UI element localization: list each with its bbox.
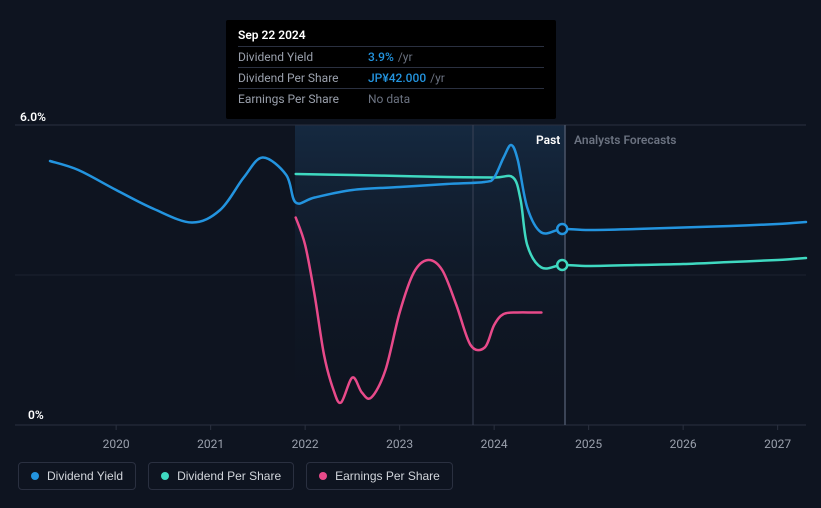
tooltip-row-unit: /yr — [430, 71, 445, 85]
x-tick-label: 2024 — [481, 437, 508, 451]
x-tick-label: 2021 — [197, 437, 224, 451]
tooltip-row: Dividend Per Share JP¥42.000 /yr — [238, 67, 544, 88]
x-tick-label: 2020 — [103, 437, 130, 451]
x-tick-label: 2023 — [386, 437, 413, 451]
x-tick-label: 2027 — [764, 437, 791, 451]
legend-item-dividend-yield[interactable]: Dividend Yield — [18, 462, 136, 490]
y-axis-bottom-label: 0% — [28, 408, 44, 422]
chart-tooltip: Sep 22 2024 Dividend Yield 3.9% /yr Divi… — [226, 20, 556, 119]
tooltip-row-unit: /yr — [398, 50, 413, 64]
tooltip-row-label: Dividend Per Share — [238, 71, 368, 85]
x-tick-label: 2022 — [292, 437, 319, 451]
tooltip-date: Sep 22 2024 — [238, 28, 544, 42]
legend-item-dividend-per-share[interactable]: Dividend Per Share — [148, 462, 294, 490]
tooltip-row-nodata: No data — [368, 92, 410, 106]
x-tick-label: 2026 — [670, 437, 697, 451]
legend-label: Dividend Per Share — [177, 469, 281, 483]
tooltip-row-label: Earnings Per Share — [238, 92, 368, 106]
tooltip-row: Earnings Per Share No data — [238, 88, 544, 109]
legend-dot-icon — [319, 472, 327, 480]
legend-dot-icon — [161, 472, 169, 480]
forecast-label: Analysts Forecasts — [574, 133, 676, 147]
tooltip-row-value: 3.9% — [368, 50, 394, 64]
legend: Dividend Yield Dividend Per Share Earnin… — [18, 462, 453, 490]
legend-item-earnings-per-share[interactable]: Earnings Per Share — [306, 462, 453, 490]
past-label: Past — [536, 133, 560, 147]
legend-label: Dividend Yield — [47, 469, 123, 483]
tooltip-row-value: JP¥42.000 — [368, 71, 426, 85]
x-tick-label: 2025 — [575, 437, 602, 451]
y-axis-top-label: 6.0% — [20, 110, 46, 124]
tooltip-row-label: Dividend Yield — [238, 50, 368, 64]
chart-container: 6.0% 0% 2020 2021 2022 2023 2024 2025 2026 2027… — [0, 0, 821, 508]
legend-dot-icon — [31, 472, 39, 480]
tooltip-row: Dividend Yield 3.9% /yr — [238, 46, 544, 67]
legend-label: Earnings Per Share — [335, 469, 440, 483]
